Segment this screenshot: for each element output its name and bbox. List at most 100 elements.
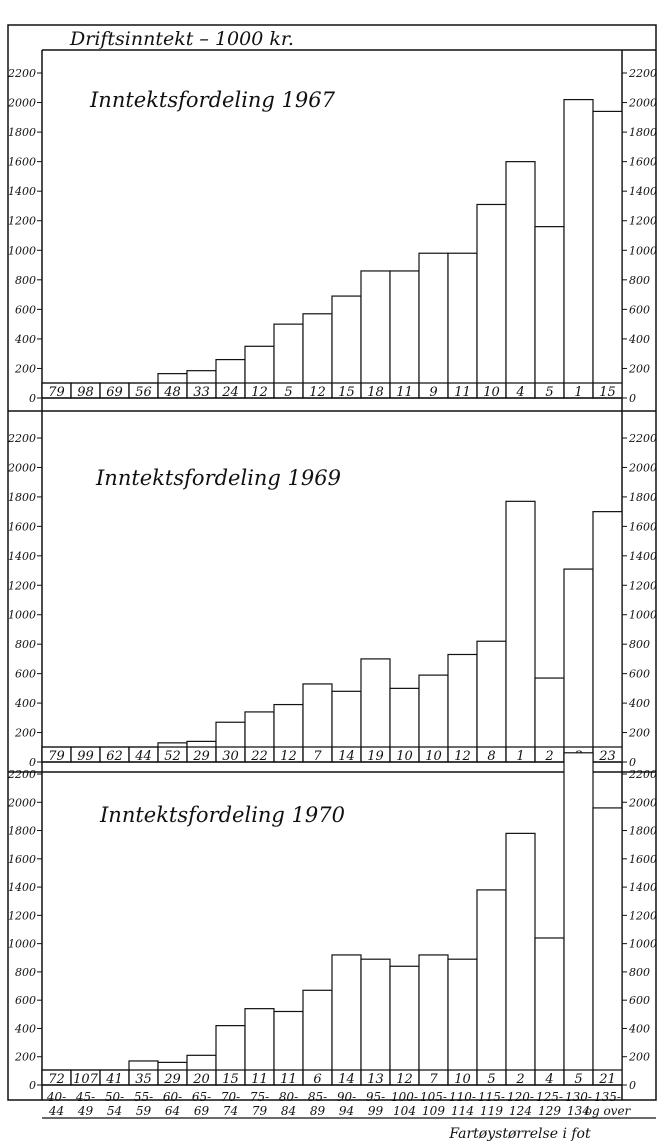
vessel-count-label: 12 — [309, 385, 326, 400]
bar — [418, 954, 449, 1086]
vessel-count-label: 21 — [598, 1072, 616, 1087]
vessel-count-label: 10 — [454, 1072, 471, 1087]
vessel-count-label: 72 — [48, 1072, 65, 1087]
y-tick-label-right: 1600 — [629, 520, 657, 533]
vessel-count-label: 98 — [77, 385, 94, 400]
y-tick-label-right: 200 — [628, 727, 650, 740]
vessel-count-label: 5 — [545, 385, 553, 400]
vessel-count-label: 79 — [48, 385, 65, 400]
y-tick-label-left: 600 — [15, 994, 36, 1007]
y-tick-label-left: 400 — [14, 333, 36, 346]
y-tick-label-right: 1200 — [629, 579, 657, 592]
bar — [215, 1025, 246, 1086]
chart-frame — [7, 24, 657, 1101]
x-tick-label-bottom: 134 — [567, 1104, 590, 1118]
x-tick-label-top: 95- — [366, 1090, 385, 1104]
y-tick-label-left: 1200 — [8, 579, 36, 592]
vessel-count-label: 11 — [251, 1072, 268, 1087]
y-tick-label-left: 1200 — [8, 909, 36, 922]
y-tick-label-left: 200 — [14, 1051, 36, 1064]
x-tick-label-bottom: 109 — [422, 1104, 445, 1118]
y-tick-label-left: 200 — [14, 727, 36, 740]
x-tick-label-bottom: 104 — [393, 1104, 416, 1118]
x-tick-label-top: 75- — [250, 1090, 269, 1104]
y-tick-label-left: 1800 — [8, 126, 36, 139]
chart-title: Inntektsfordeling 1969 — [95, 466, 341, 490]
vessel-count-label: 10 — [483, 385, 500, 400]
bar — [302, 989, 333, 1086]
vessel-count-label: 107 — [73, 1072, 99, 1087]
y-tick-label-right: 1600 — [629, 853, 657, 866]
vessel-count-label: 19 — [367, 749, 384, 764]
x-axis-tick-labels: 40-44 45-49 50-54 55-59 60-64 65-69 70-74 75-79… — [42, 1090, 656, 1119]
y-tick-label-right: 1000 — [629, 609, 657, 622]
x-tick-label-bottom: 79 — [252, 1104, 268, 1118]
y-tick-label-right: 0 — [629, 756, 636, 769]
x-tick-label-top: 60- — [163, 1090, 182, 1104]
vessel-count-label: 12 — [251, 385, 268, 400]
vessel-count-label: 10 — [396, 749, 413, 764]
x-tick-label-top: 105- — [420, 1090, 447, 1104]
vessel-count-label: 52 — [164, 749, 181, 764]
bar — [505, 500, 536, 763]
vessel-count-label: 4 — [515, 385, 524, 400]
x-tick-label-top: 85- — [308, 1090, 327, 1104]
y-tick-label-left: 1400 — [8, 881, 36, 894]
y-tick-label-left: 1800 — [8, 825, 36, 838]
vessel-count-label: 30 — [222, 749, 239, 764]
vessel-count-label: 56 — [135, 385, 152, 400]
bar — [389, 965, 420, 1086]
vessel-count-label: 35 — [135, 1072, 152, 1087]
bar — [505, 832, 536, 1086]
vessel-count-label: 15 — [338, 385, 355, 400]
chart-title: Inntektsfordeling 1967 — [89, 88, 336, 112]
bar — [592, 511, 623, 763]
y-tick-label-right: 200 — [628, 362, 650, 375]
bar — [302, 313, 333, 399]
y-tick-label-left: 400 — [14, 697, 36, 710]
vessel-count-label: 12 — [396, 1072, 413, 1087]
x-tick-label-bottom: 69 — [194, 1104, 210, 1118]
y-tick-label-left: 2200 — [7, 432, 36, 445]
bar — [447, 958, 478, 1086]
vessel-count-label: 9 — [429, 385, 437, 400]
y-tick-label-left: 2000 — [7, 97, 36, 110]
vessel-count-label: 18 — [367, 385, 384, 400]
bar — [592, 807, 623, 1086]
vessel-count-label: 14 — [338, 1072, 355, 1087]
chart-panel-2: Inntektsfordeling 1969 0 0 200 200 400 400 600 6… — [7, 410, 657, 772]
y-tick-label-left: 1000 — [8, 244, 36, 257]
x-tick-label-bottom: 94 — [339, 1104, 354, 1118]
y-tick-label-right: 1600 — [629, 156, 657, 169]
y-tick-label-left: 800 — [15, 966, 36, 979]
bar — [447, 653, 478, 763]
y-tick-label-left: 1000 — [8, 609, 36, 622]
vessel-count-label: 23 — [598, 749, 616, 764]
y-tick-label-right: 400 — [628, 1022, 650, 1035]
bar — [302, 683, 333, 763]
y-tick-label-right: 800 — [629, 966, 650, 979]
x-tick-label-top: 65- — [192, 1090, 211, 1104]
x-tick-label-bottom: 49 — [77, 1104, 94, 1118]
y-tick-label-left: 1800 — [8, 491, 36, 504]
y-tick-label-right: 200 — [628, 1051, 650, 1064]
vessel-count-label: 15 — [599, 385, 616, 400]
bar — [360, 658, 391, 763]
vessel-count-label: 5 — [574, 1072, 582, 1087]
bar — [273, 1010, 304, 1086]
vessel-count-label: 48 — [163, 385, 181, 400]
bar — [592, 110, 623, 399]
y-tick-label-right: 2200 — [628, 768, 657, 781]
x-axis-title: Fartøystørrelse i fot — [448, 1126, 591, 1142]
y-tick-label-right: 800 — [629, 638, 650, 651]
y-tick-label-left: 400 — [14, 1022, 36, 1035]
bar — [186, 370, 217, 399]
y-tick-label-left: 1400 — [8, 550, 36, 563]
y-tick-label-left: 0 — [29, 756, 36, 769]
y-tick-label-right: 2000 — [628, 461, 657, 474]
vessel-count-label: 1 — [516, 749, 524, 764]
x-tick-label-top: 100- — [391, 1090, 418, 1104]
vessel-count-label: 33 — [193, 385, 210, 400]
